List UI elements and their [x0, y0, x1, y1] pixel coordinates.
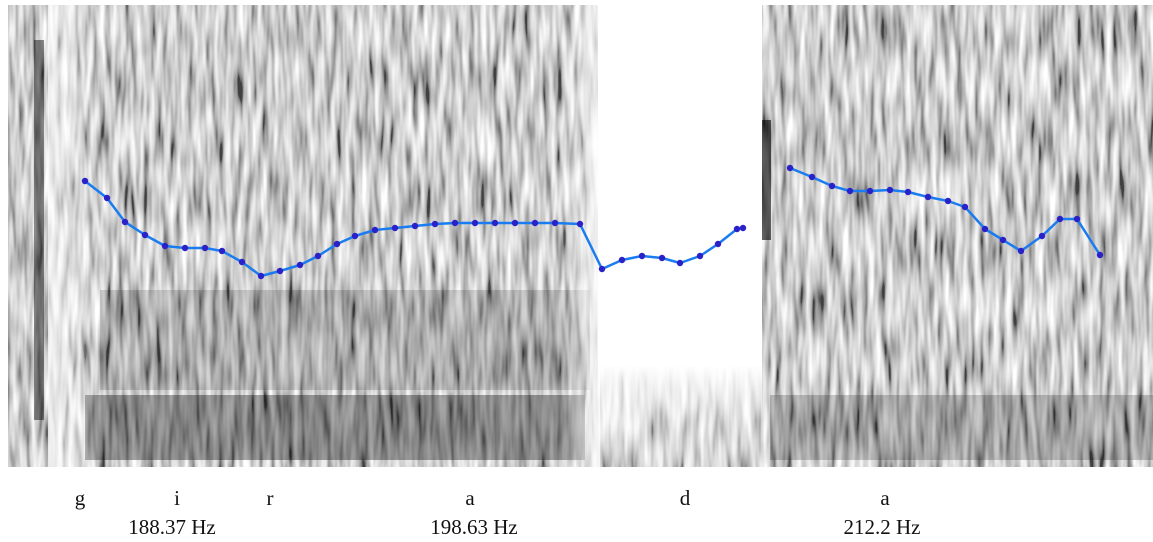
contour-point [257, 272, 265, 280]
contour-point [1056, 215, 1064, 223]
contour-point [471, 219, 479, 227]
segment-label: d [680, 486, 691, 510]
contour-point [924, 193, 932, 201]
burst [34, 40, 44, 420]
contour-point [531, 219, 539, 227]
burst [762, 120, 771, 240]
contour-point [598, 265, 606, 273]
contour-point [714, 240, 722, 248]
contour-point [1096, 251, 1104, 259]
contour-point [121, 218, 129, 226]
contour-point [733, 225, 741, 233]
contour-point [431, 220, 439, 228]
labels: g i r a d a 188.37 Hz 198.63 Hz 212.2 Hz [75, 486, 921, 539]
contour-point [1073, 215, 1081, 223]
contour-point [201, 244, 209, 252]
contour-point [866, 187, 874, 195]
contour-point [904, 188, 912, 196]
contour-point [961, 203, 969, 211]
contour-point [238, 258, 246, 266]
contour-point [141, 231, 149, 239]
burst-fade [48, 5, 103, 467]
contour-point [333, 240, 341, 248]
contour-point [351, 232, 359, 240]
contour-point [411, 222, 419, 230]
contour-point [886, 186, 894, 194]
contour-point [103, 194, 111, 202]
segment-label: r [267, 486, 274, 510]
contour-point [276, 267, 284, 275]
contour-point [314, 252, 322, 260]
spectrogram [8, 5, 1153, 467]
contour-point [296, 261, 304, 269]
contour-point [846, 187, 854, 195]
contour-point [944, 197, 952, 205]
contour-point [371, 226, 379, 234]
contour-point [391, 224, 399, 232]
contour-point [161, 242, 169, 250]
formant-band [85, 395, 585, 460]
pitch-label: 212.2 Hz [844, 515, 921, 539]
contour-point [181, 244, 189, 252]
contour-point [999, 236, 1007, 244]
contour-point [551, 219, 559, 227]
segment-label: a [465, 486, 475, 510]
contour-point [218, 247, 226, 255]
contour-point [676, 259, 684, 267]
contour-point [981, 225, 989, 233]
contour-point [81, 177, 89, 185]
contour-point [786, 164, 794, 172]
contour-point [638, 252, 646, 260]
closure-gap [598, 5, 762, 467]
segment-label: g [75, 486, 86, 510]
contour-point [658, 254, 666, 262]
pitch-contour [81, 164, 1104, 280]
contour-point [451, 219, 459, 227]
segment-label: i [174, 486, 180, 510]
formant-band [770, 395, 1153, 460]
contour-point [808, 173, 816, 181]
contour-point [491, 219, 499, 227]
contour-point [696, 252, 704, 260]
contour-point [1017, 247, 1025, 255]
contour-point [739, 224, 747, 232]
contour-point [576, 220, 584, 228]
contour-point [1038, 232, 1046, 240]
contour-point [511, 219, 519, 227]
pitch-label: 188.37 Hz [128, 515, 216, 539]
pitch-label: 198.63 Hz [430, 515, 518, 539]
contour-point [618, 256, 626, 264]
gap-edge [560, 5, 600, 467]
contour-point [828, 182, 836, 190]
segment-label: a [880, 486, 890, 510]
formant-band [100, 290, 590, 390]
